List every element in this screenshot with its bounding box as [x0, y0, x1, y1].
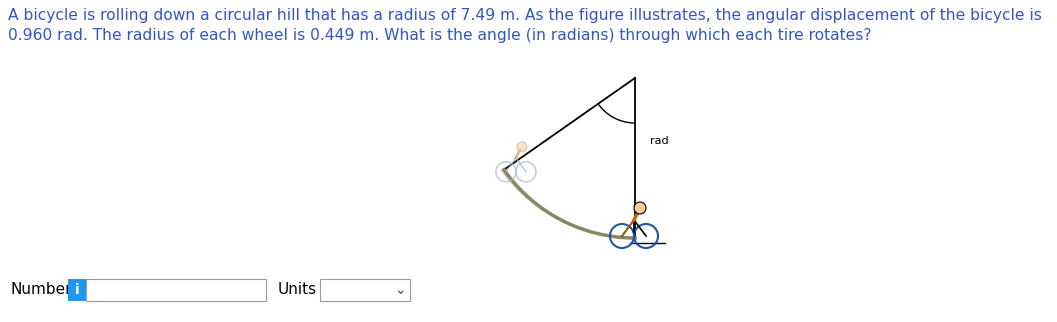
Text: ⌄: ⌄	[394, 283, 406, 297]
Circle shape	[517, 142, 527, 152]
Bar	[86, 279, 266, 301]
Text: rad: rad	[650, 136, 669, 146]
Bar	[68, 279, 86, 301]
Bar	[320, 279, 410, 301]
Circle shape	[634, 202, 646, 214]
Text: A bicycle is rolling down a circular hill that has a radius of 7.49 m. As the fi: A bicycle is rolling down a circular hil…	[8, 8, 1042, 43]
Text: i: i	[75, 283, 79, 297]
Text: Number: Number	[10, 282, 72, 298]
Text: Units: Units	[278, 282, 317, 298]
